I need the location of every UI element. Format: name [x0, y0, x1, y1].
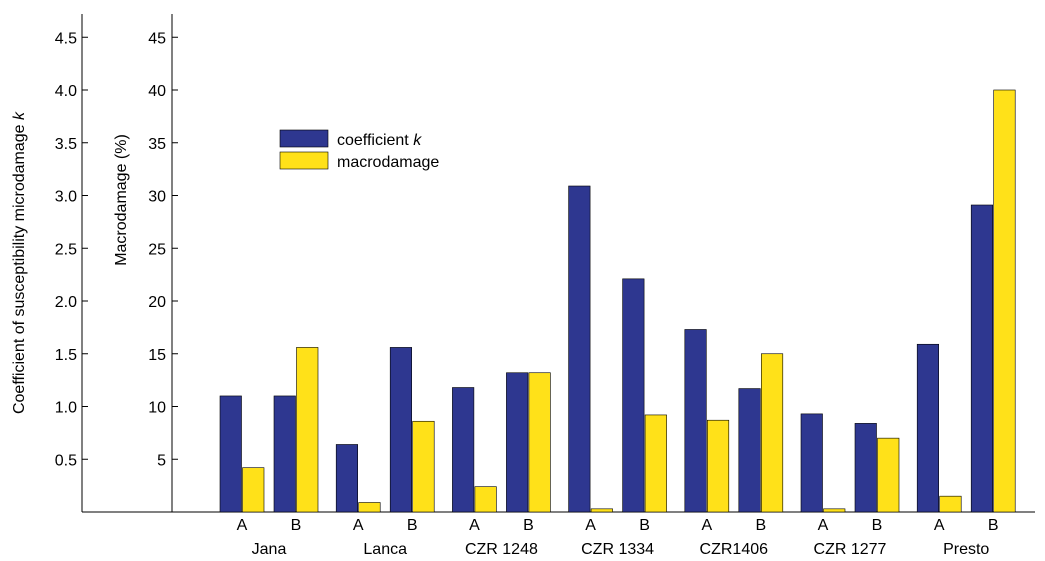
bar-coefficient-k [568, 185, 591, 513]
left-y-tick-label: 1.5 [55, 347, 77, 364]
left-y-tick-label: 2.5 [55, 241, 77, 258]
x-group-label: CZR 1334 [581, 541, 654, 558]
x-subgroup-label: B [639, 517, 650, 534]
bar-coefficient-k [684, 329, 707, 513]
x-subgroup-label: B [988, 517, 999, 534]
x-group-label: Lanca [363, 541, 407, 558]
right-y-axis-title: Macrodamage (%) [113, 134, 130, 266]
right-y-tick-label: 5 [157, 452, 166, 469]
x-group-label: CZR 1248 [465, 541, 538, 558]
bar-macrodamage [590, 508, 613, 513]
x-subgroup-label: B [523, 517, 534, 534]
x-subgroup-label: B [872, 517, 883, 534]
bar-coefficient-k [622, 278, 645, 513]
x-group-label: Jana [252, 541, 287, 558]
bar-macrodamage [939, 495, 962, 513]
bar-macrodamage [644, 414, 667, 513]
legend: coefficient k macrodamage [279, 129, 439, 171]
bar-macrodamage [296, 347, 319, 513]
bar-coefficient-k [854, 423, 877, 513]
right-y-tick-label: 30 [148, 189, 166, 206]
legend-label-macrodamage: macrodamage [337, 154, 439, 171]
x-subgroup-label: A [818, 517, 829, 534]
bar-coefficient-k [335, 444, 359, 513]
bar-coefficient-k [916, 343, 940, 513]
right-y-tick-label: 10 [148, 400, 166, 417]
bar-coefficient-k [738, 388, 761, 513]
x-subgroup-label: A [701, 517, 712, 534]
x-group-label: Presto [943, 541, 989, 558]
x-subgroup-label: B [291, 517, 302, 534]
bar-coefficient-k [273, 395, 296, 513]
bar-coefficient-k [800, 413, 823, 513]
bar-macrodamage [823, 508, 846, 513]
right-y-tick-label: 40 [148, 83, 166, 100]
left-y-tick-label: 4.0 [55, 83, 77, 100]
left-y-ticks: 0.5 1.0 1.5 2.0 2.5 3.0 3.5 4.0 4.5 [55, 30, 88, 469]
x-subgroup-label: A [934, 517, 945, 534]
left-y-tick-label: 3.0 [55, 189, 77, 206]
left-y-axis-title: Coefficient of susceptibility microdamag… [11, 111, 28, 414]
x-group-label: CZR 1277 [814, 541, 887, 558]
x-subgroup-label: B [755, 517, 766, 534]
bar-macrodamage [528, 372, 551, 513]
left-y-tick-label: 3.5 [55, 136, 77, 153]
right-y-tick-label: 25 [148, 241, 166, 258]
right-y-tick-label: 45 [148, 30, 166, 47]
x-subgroup-label: A [585, 517, 596, 534]
x-subgroup-label: B [407, 517, 418, 534]
left-y-tick-label: 2.0 [55, 294, 77, 311]
bar-macrodamage [877, 437, 900, 513]
x-subgroup-label: A [353, 517, 364, 534]
bar-coefficient-k [389, 347, 413, 513]
bar-macrodamage [474, 486, 497, 513]
left-y-tick-label: 0.5 [55, 452, 77, 469]
bar-coefficient-k [506, 372, 529, 513]
right-y-ticks: 5 10 15 20 25 30 35 40 45 [148, 30, 178, 469]
left-y-tick-label: 4.5 [55, 30, 77, 47]
bar-macrodamage [993, 89, 1016, 513]
right-y-tick-label: 15 [148, 347, 166, 364]
bar-macrodamage [242, 467, 265, 513]
bars [219, 89, 1016, 513]
bar-macrodamage [760, 353, 784, 513]
right-y-tick-label: 20 [148, 294, 166, 311]
bar-macrodamage [706, 419, 730, 513]
right-y-tick-label: 35 [148, 136, 166, 153]
bar-coefficient-k [452, 387, 475, 513]
bar-coefficient-k [970, 204, 994, 513]
legend-swatch-macrodamage [279, 151, 329, 170]
legend-swatch-coefficient [279, 129, 329, 148]
bar-macrodamage [412, 420, 435, 513]
legend-label-coefficient: coefficient k [337, 132, 422, 149]
x-group-label: CZR1406 [700, 541, 769, 558]
bar-macrodamage [358, 502, 381, 513]
x-subgroup-label: A [237, 517, 248, 534]
left-y-tick-label: 1.0 [55, 400, 77, 417]
bar-coefficient-k [219, 395, 242, 513]
x-subgroup-label: A [469, 517, 480, 534]
